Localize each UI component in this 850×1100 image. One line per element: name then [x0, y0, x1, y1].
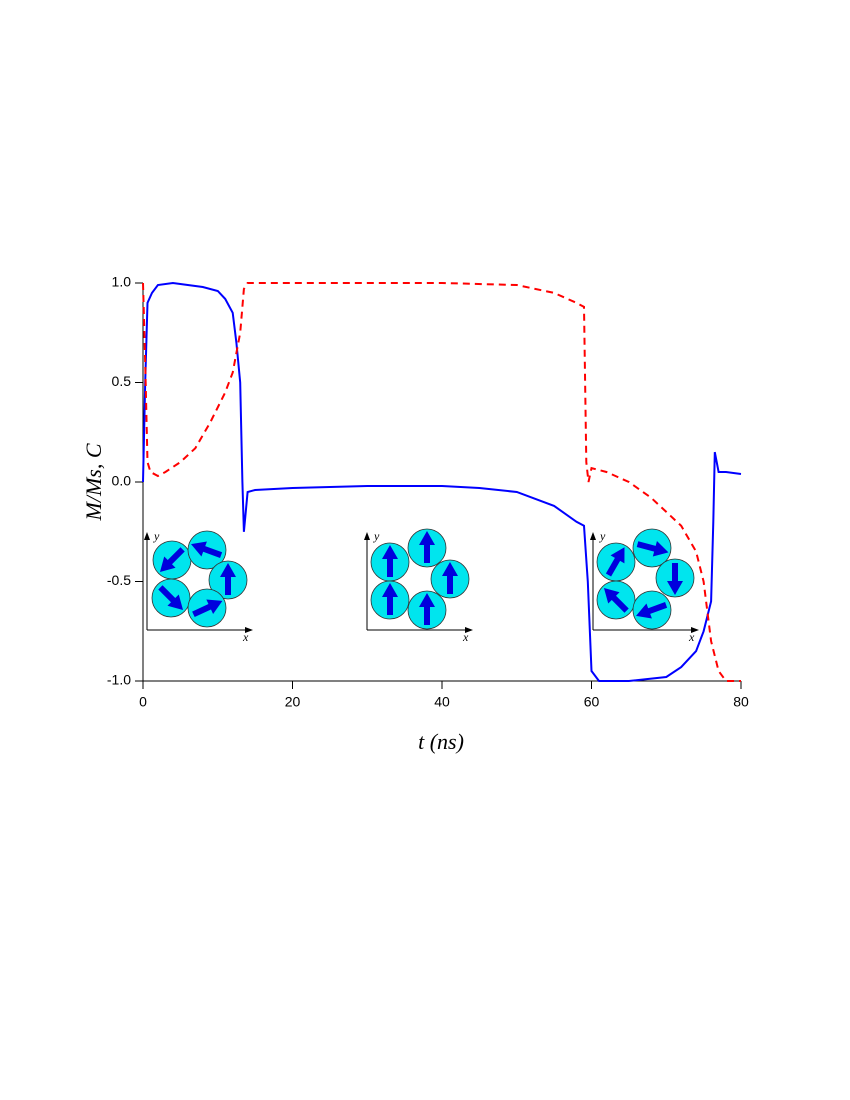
inset-x-label: x: [242, 630, 249, 644]
inset: yx: [364, 528, 473, 644]
moment-arrow: [419, 593, 435, 625]
inset-y-label: y: [373, 529, 380, 543]
moment-arrow: [158, 585, 184, 611]
y-tick-label: 0.0: [112, 473, 132, 489]
y-tick-label: 1.0: [112, 274, 132, 290]
y-tick-label: -1.0: [107, 672, 131, 688]
inset: yx: [590, 528, 699, 644]
series-line: [142, 281, 742, 682]
inset-x-label: x: [688, 630, 695, 644]
inset-x-label: x: [462, 630, 469, 644]
x-axis-label: t (ns): [418, 729, 464, 754]
x-tick-label: 0: [139, 694, 147, 710]
x-tick-label: 40: [434, 694, 450, 710]
arrowhead: [590, 532, 596, 540]
moment-arrow: [636, 602, 668, 619]
y-tick-label: 0.5: [112, 373, 132, 389]
moment-arrow: [220, 563, 236, 595]
arrowhead: [691, 627, 699, 633]
moment-arrow: [605, 547, 625, 577]
x-tick-label: 20: [285, 694, 301, 710]
moment-arrow: [382, 545, 398, 577]
y-tick-label: -0.5: [107, 572, 131, 588]
x-tick-label: 60: [584, 694, 600, 710]
inset-y-label: y: [599, 529, 606, 543]
y-axis-label: M/Ms, C: [81, 443, 106, 521]
arrowhead: [245, 627, 253, 633]
x-tick-label: 80: [733, 694, 749, 710]
series-line: [142, 282, 741, 682]
moment-arrow: [603, 587, 629, 613]
moment-arrow: [442, 562, 458, 594]
moment-arrow: [191, 541, 223, 558]
moment-arrow: [192, 599, 223, 618]
moment-arrow: [636, 541, 669, 557]
moment-arrow: [667, 563, 683, 595]
arrowhead: [364, 532, 370, 540]
arrowhead: [465, 627, 473, 633]
moment-arrow: [419, 531, 435, 563]
inset: yx: [144, 529, 253, 644]
moment-arrow: [159, 547, 185, 573]
arrowhead: [144, 532, 150, 540]
inset-y-label: y: [153, 529, 160, 543]
moment-arrow: [382, 583, 398, 615]
